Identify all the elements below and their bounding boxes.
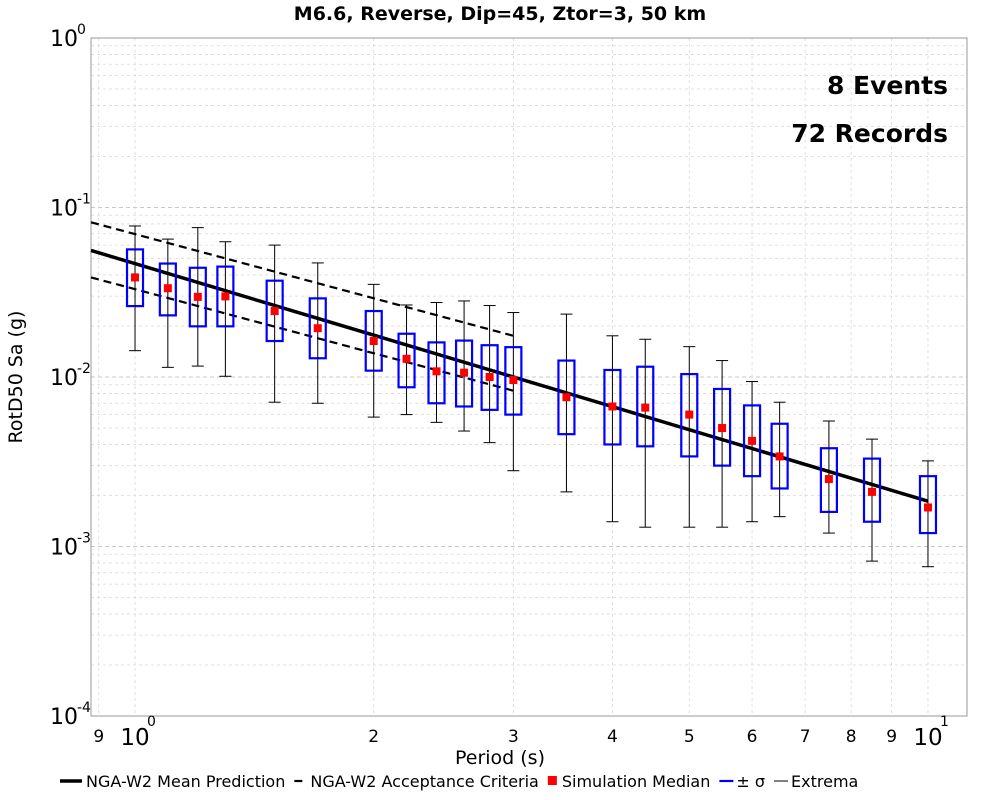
- box-group: [480, 305, 499, 444]
- legend-label: Simulation Median: [562, 772, 711, 791]
- legend-label: ± σ: [736, 772, 765, 791]
- box-group: [125, 225, 145, 352]
- x-tick-label: 7: [800, 727, 811, 747]
- x-tick-label: 9: [93, 727, 104, 747]
- legend-entry: NGA-W2 Acceptance Criteria: [294, 772, 539, 791]
- median-marker: [270, 307, 279, 316]
- median-marker: [402, 354, 411, 363]
- median-marker: [685, 410, 694, 419]
- median-marker: [369, 337, 378, 346]
- x-tick-label: 8: [846, 727, 857, 747]
- median-marker: [163, 284, 172, 293]
- y-tick-exponent: 0: [77, 22, 86, 38]
- box-layer: [125, 225, 938, 568]
- box-group: [636, 338, 655, 528]
- legend-entry: ± σ: [719, 772, 765, 791]
- x-axis-label: Period (s): [455, 747, 545, 769]
- median-marker: [641, 403, 650, 412]
- legend-entry: Simulation Median: [547, 772, 711, 791]
- box-group: [862, 438, 882, 562]
- y-tick-label: 10: [50, 197, 78, 222]
- acceptance-criteria-lower-line: [90, 276, 514, 392]
- box-group: [364, 283, 383, 418]
- y-tick-label: 10: [50, 536, 78, 561]
- box-group: [770, 401, 789, 518]
- acceptance-criteria-upper-line: [90, 221, 514, 337]
- x-tick-label: 10: [120, 725, 149, 751]
- box-group: [265, 244, 284, 403]
- median-marker: [824, 475, 833, 484]
- box-group: [712, 360, 732, 528]
- box-group: [454, 300, 474, 432]
- annotation-records: 72 Records: [791, 119, 948, 148]
- legend-label: NGA-W2 Mean Prediction: [86, 772, 285, 791]
- box-group: [918, 460, 938, 568]
- median-marker: [485, 373, 494, 381]
- chart-title: M6.6, Reverse, Dip=45, Ztor=3, 50 km: [294, 3, 706, 25]
- box-group: [557, 313, 576, 493]
- x-tick-label: 3: [508, 727, 519, 747]
- legend-swatch-median: [547, 776, 557, 785]
- x-tick-label: 2: [368, 727, 379, 747]
- legend-label: NGA-W2 Acceptance Criteria: [310, 772, 539, 791]
- median-marker: [775, 452, 784, 461]
- y-tick-exponent: -3: [77, 531, 91, 547]
- box-group: [603, 335, 622, 523]
- legend-label: Extrema: [791, 772, 858, 791]
- box-group: [819, 420, 839, 534]
- x-tick-label: 10: [913, 725, 942, 751]
- median-marker: [193, 292, 202, 301]
- box-group: [680, 346, 699, 528]
- y-tick-exponent: -1: [77, 192, 91, 208]
- x-tick-exponent: 1: [940, 714, 949, 730]
- legend-entry: NGA-W2 Mean Prediction: [60, 772, 285, 791]
- acceptance-criteria-lines: [90, 221, 514, 392]
- box-group: [188, 227, 207, 367]
- legend: NGA-W2 Mean Prediction NGA-W2 Acceptance …: [60, 772, 858, 791]
- median-marker: [608, 402, 617, 411]
- x-tick-label: 4: [607, 727, 618, 747]
- x-tick-label: 6: [747, 727, 758, 747]
- legend-entry: Extrema: [774, 772, 858, 791]
- median-marker: [562, 393, 571, 402]
- median-marker: [868, 487, 877, 496]
- y-tick-exponent: -4: [77, 700, 91, 716]
- median-marker: [718, 424, 727, 433]
- plot-frame: [90, 37, 968, 717]
- y-tick-label: 10: [50, 705, 78, 730]
- box-group: [742, 381, 762, 523]
- median-marker: [221, 292, 230, 301]
- y-axis-label: RotD50 Sa (g): [5, 311, 27, 444]
- median-marker: [460, 368, 469, 377]
- x-tick-label: 9: [886, 727, 897, 747]
- box-group: [308, 262, 327, 404]
- median-marker: [923, 503, 932, 512]
- box-group: [216, 241, 235, 377]
- median-marker: [432, 367, 441, 376]
- median-marker: [748, 436, 757, 445]
- y-tick-exponent: -2: [77, 361, 91, 377]
- x-tick-label: 5: [684, 727, 695, 747]
- annotation-events: 8 Events: [827, 71, 948, 100]
- median-marker: [509, 376, 518, 385]
- box-group: [158, 238, 177, 368]
- x-tick-exponent: 0: [147, 714, 156, 730]
- y-tick-label: 10: [50, 366, 78, 391]
- y-tick-label: 10: [50, 27, 78, 52]
- median-marker: [313, 324, 322, 333]
- box-group: [397, 304, 416, 416]
- median-marker: [131, 273, 140, 282]
- box-group: [427, 302, 446, 423]
- box-group: [504, 312, 523, 472]
